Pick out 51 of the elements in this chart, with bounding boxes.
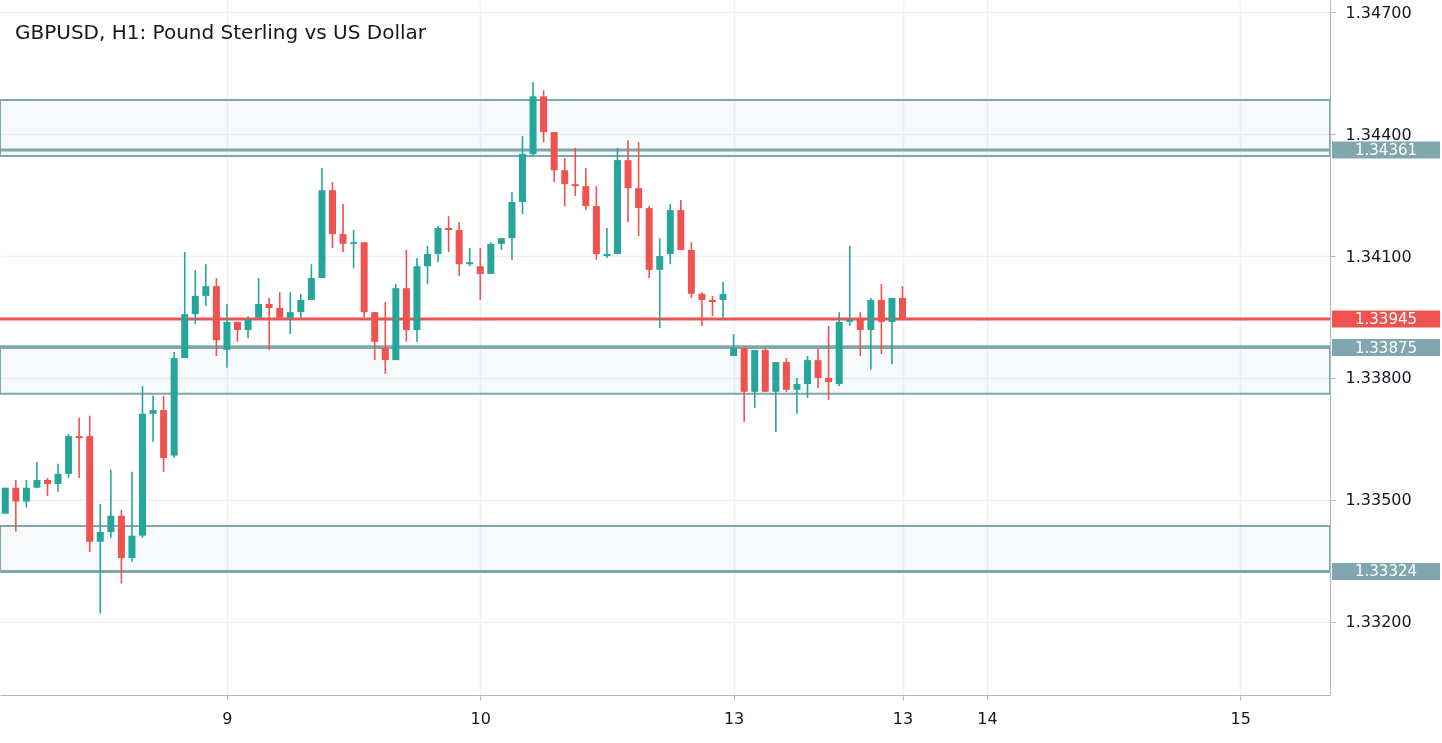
candlestick [719, 281, 727, 319]
y-tick-label: 1.33800 [1345, 368, 1412, 388]
candlestick [561, 157, 569, 207]
candlestick [33, 460, 41, 489]
candlestick [582, 167, 590, 211]
candlestick [466, 247, 474, 268]
y-tick-label: 1.33200 [1345, 612, 1412, 632]
candlestick [804, 355, 811, 399]
candlestick [350, 229, 358, 270]
x-tick-label: 9 [222, 708, 233, 728]
candlestick [888, 297, 896, 365]
x-tick-label: 14 [977, 708, 998, 728]
ref-line-label: 1.33324 [1354, 562, 1418, 581]
x-tick-label: 15 [1230, 708, 1251, 728]
candlestick [846, 245, 854, 327]
candlestick [445, 215, 453, 253]
candlestick [656, 237, 664, 329]
candlestick [814, 347, 822, 389]
ref-line-label: 1.33875 [1354, 338, 1418, 357]
candlestick [191, 269, 199, 325]
y-tick-label: 1.33500 [1345, 490, 1412, 510]
y-tick-label: 1.34100 [1345, 246, 1412, 266]
candlestick [96, 503, 104, 615]
candlestick [424, 245, 431, 285]
candlestick [75, 417, 83, 479]
candlestick [825, 325, 833, 401]
candlestick [635, 141, 643, 237]
text: GBPUSD, H1: Pound Sterling vs US Dollar [15, 20, 427, 44]
candlestick [54, 462, 62, 493]
candlestick [793, 377, 801, 415]
candlestick [307, 263, 315, 301]
ref-line-label: 1.33945 [1354, 310, 1418, 329]
candlestick [571, 147, 579, 197]
candlestick [202, 263, 210, 307]
candlestick [286, 291, 294, 335]
candlestick [12, 479, 20, 533]
candlestick [255, 277, 263, 319]
x-tick-label: 10 [470, 708, 491, 728]
x-tick-label: 13 [892, 708, 914, 728]
candlestick [603, 227, 611, 259]
candlestick [476, 247, 484, 301]
candlestick [149, 395, 157, 443]
candlestick [297, 293, 305, 319]
candlestick [339, 203, 347, 253]
candlestick [709, 295, 716, 317]
candlestick [244, 315, 252, 339]
candlestick [107, 469, 115, 539]
x-tick-label: 13 [723, 708, 745, 728]
candlestick [128, 471, 136, 563]
y-tick-label: 1.34700 [1345, 2, 1412, 22]
candlestick [22, 479, 30, 509]
